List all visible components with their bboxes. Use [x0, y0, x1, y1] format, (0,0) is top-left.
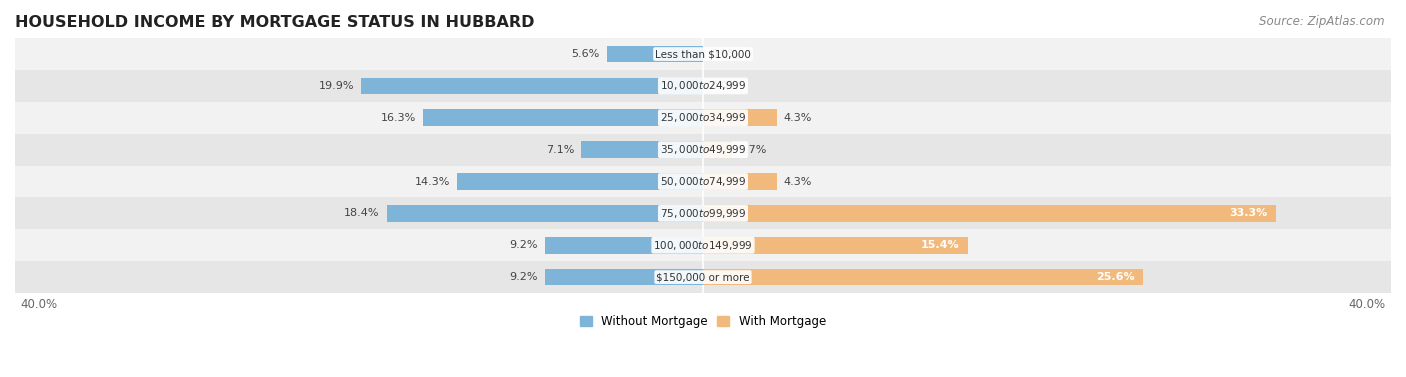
Text: 15.4%: 15.4% [921, 240, 959, 250]
Bar [703, 205, 1275, 222]
Bar [703, 237, 967, 253]
Text: 25.6%: 25.6% [1097, 272, 1135, 282]
Text: $150,000 or more: $150,000 or more [657, 272, 749, 282]
Bar [15, 261, 1391, 293]
Text: 40.0%: 40.0% [20, 298, 58, 311]
Text: 18.4%: 18.4% [344, 208, 380, 218]
Bar [581, 141, 703, 158]
Text: 9.2%: 9.2% [509, 272, 538, 282]
Text: 5.6%: 5.6% [572, 49, 600, 59]
Text: HOUSEHOLD INCOME BY MORTGAGE STATUS IN HUBBARD: HOUSEHOLD INCOME BY MORTGAGE STATUS IN H… [15, 15, 534, 30]
Bar [361, 78, 703, 94]
Text: 7.1%: 7.1% [546, 145, 574, 155]
Text: $10,000 to $24,999: $10,000 to $24,999 [659, 80, 747, 92]
Bar [15, 229, 1391, 261]
Text: $75,000 to $99,999: $75,000 to $99,999 [659, 207, 747, 220]
Text: 4.3%: 4.3% [783, 113, 813, 123]
Text: 0.0%: 0.0% [710, 49, 738, 59]
Bar [15, 198, 1391, 229]
Text: $50,000 to $74,999: $50,000 to $74,999 [659, 175, 747, 188]
Text: 33.3%: 33.3% [1229, 208, 1267, 218]
Bar [457, 173, 703, 190]
Text: 4.3%: 4.3% [783, 176, 813, 187]
Bar [544, 237, 703, 253]
Bar [15, 134, 1391, 166]
Text: 40.0%: 40.0% [1348, 298, 1386, 311]
Text: 1.7%: 1.7% [740, 145, 768, 155]
Bar [15, 70, 1391, 102]
Text: 16.3%: 16.3% [381, 113, 416, 123]
Text: 9.2%: 9.2% [509, 240, 538, 250]
Bar [387, 205, 703, 222]
Legend: Without Mortgage, With Mortgage: Without Mortgage, With Mortgage [575, 311, 831, 333]
Bar [703, 109, 778, 126]
Text: Source: ZipAtlas.com: Source: ZipAtlas.com [1260, 15, 1385, 28]
Bar [544, 269, 703, 285]
Text: 19.9%: 19.9% [318, 81, 354, 91]
Text: Less than $10,000: Less than $10,000 [655, 49, 751, 59]
Bar [423, 109, 703, 126]
Text: 0.0%: 0.0% [710, 81, 738, 91]
Bar [15, 166, 1391, 198]
Text: $100,000 to $149,999: $100,000 to $149,999 [654, 239, 752, 252]
Bar [15, 102, 1391, 134]
Text: $25,000 to $34,999: $25,000 to $34,999 [659, 111, 747, 124]
Text: $35,000 to $49,999: $35,000 to $49,999 [659, 143, 747, 156]
Bar [703, 269, 1143, 285]
Text: 14.3%: 14.3% [415, 176, 450, 187]
Bar [606, 46, 703, 62]
Bar [15, 38, 1391, 70]
Bar [703, 141, 733, 158]
Bar [703, 173, 778, 190]
